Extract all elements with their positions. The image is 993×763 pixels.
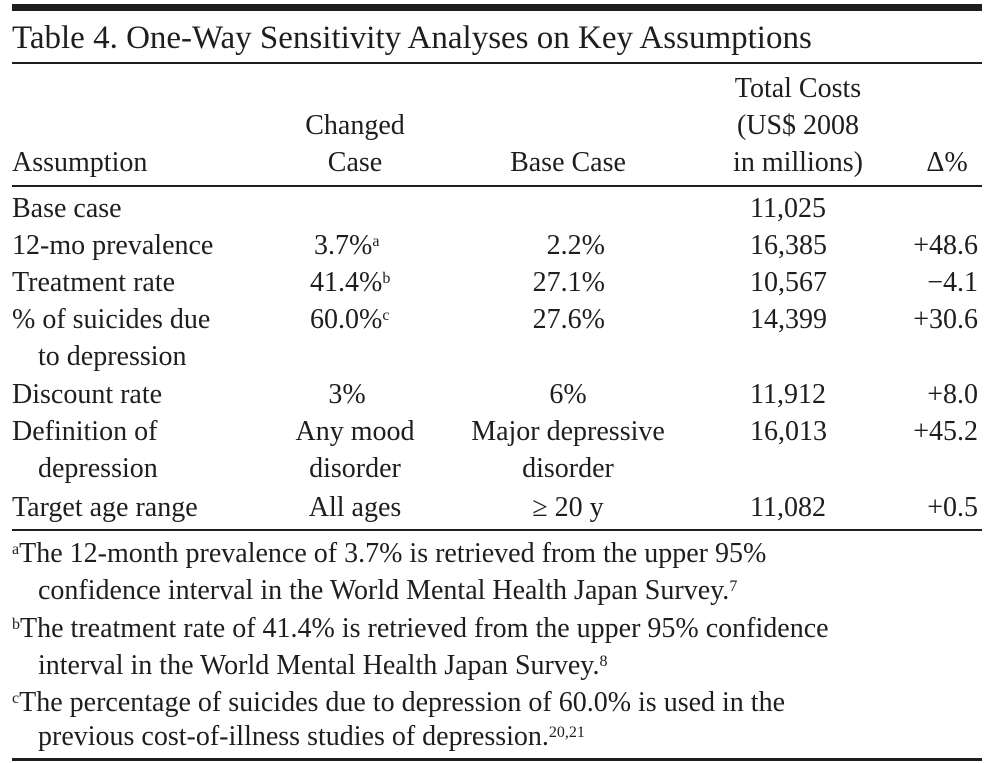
row-base-case: 2.2% (546, 230, 605, 261)
row-delta: +8.0 (927, 379, 978, 410)
row-total-costs: 16,013 (750, 416, 827, 447)
header-total-costs-line2: (US$ 2008 (736, 110, 860, 141)
footnote-mark: a (12, 541, 20, 558)
row-assumption: Treatment rate (12, 267, 176, 298)
row-base-case: ≥ 20 y (532, 492, 604, 523)
footnote-c-line2: previous cost-of-illness studies of depr… (12, 718, 585, 755)
row-assumption-line1: % of suicides due (12, 304, 211, 335)
row-total-costs: 14,399 (750, 304, 827, 335)
row-delta: +45.2 (913, 416, 978, 447)
header-total-costs-line1: Total Costs (734, 73, 862, 104)
row-total-costs: 11,082 (750, 492, 826, 523)
header-delta: Δ% (926, 147, 968, 178)
table-bottom-rule (12, 529, 982, 531)
footnote-a-line2: confidence interval in the World Mental … (12, 572, 737, 609)
row-base-case: 27.1% (532, 267, 605, 298)
header-base-case: Base Case (510, 147, 626, 178)
footnote-c-line1: cThe percentage of suicides due to depre… (12, 684, 785, 721)
header-changed-case-line1: Changed (305, 110, 405, 141)
row-delta: +30.6 (913, 304, 978, 335)
footnote-text: interval in the World Mental Health Japa… (38, 650, 600, 681)
row-base-case: 6% (549, 379, 587, 410)
header-rule (12, 185, 982, 187)
row-changed-case: 3.7%a (314, 227, 379, 264)
changed-value: 41.4% (310, 267, 383, 298)
header-total-costs-line3: in millions) (733, 147, 863, 178)
footnote-marker: a (372, 233, 380, 250)
row-total-costs: 11,912 (750, 379, 826, 410)
row-assumption: Base case (12, 193, 122, 224)
footnote-a-line1: aThe 12-month prevalence of 3.7% is retr… (12, 535, 766, 572)
row-assumption-line1: Definition of (12, 416, 158, 447)
footnote-text: previous cost-of-illness studies of depr… (38, 721, 549, 752)
row-assumption-line2: depression (38, 453, 158, 484)
row-total-costs: 10,567 (750, 267, 827, 298)
footnote-marker: b (382, 270, 391, 287)
row-delta: +48.6 (913, 230, 978, 261)
header-changed-case-line2: Case (327, 147, 383, 178)
reference-marker: 20,21 (548, 724, 585, 741)
footnote-mark: b (12, 616, 20, 633)
row-assumption: 12-mo prevalence (12, 230, 214, 261)
table-title: Table 4. One-Way Sensitivity Analyses on… (12, 20, 812, 56)
row-base-case: 27.6% (532, 304, 605, 335)
row-changed-case: 3% (328, 379, 366, 410)
row-assumption-line2: to depression (38, 341, 187, 372)
row-changed-case-line2: disorder (309, 453, 401, 484)
footnote-b-line1: bThe treatment rate of 41.4% is retrieve… (12, 610, 829, 647)
row-assumption: Target age range (12, 492, 198, 523)
footnote-text: The treatment rate of 41.4% is retrieved… (20, 613, 829, 644)
row-base-case-line2: disorder (522, 453, 614, 484)
row-changed-case: 60.0%c (310, 301, 389, 338)
row-total-costs: 11,025 (750, 193, 826, 224)
footer-bottom-rule (12, 758, 982, 761)
row-total-costs: 16,385 (750, 230, 827, 261)
title-rule (12, 62, 982, 64)
row-assumption: Discount rate (12, 379, 163, 410)
reference-marker: 7 (729, 578, 738, 595)
footnote-text: The 12-month prevalence of 3.7% is retri… (19, 538, 767, 569)
footnote-text: confidence interval in the World Mental … (38, 575, 730, 606)
row-changed-case: 41.4%b (310, 264, 390, 301)
header-assumption: Assumption (12, 147, 148, 178)
footnote-mark: c (12, 690, 20, 707)
reference-marker: 8 (599, 653, 608, 670)
row-delta: −4.1 (927, 267, 978, 298)
top-rule (12, 4, 982, 11)
changed-value: 3.7% (314, 230, 373, 261)
footnote-text: The percentage of suicides due to depres… (19, 687, 786, 718)
row-changed-case: All ages (308, 492, 402, 523)
row-delta: +0.5 (927, 492, 978, 523)
footnote-marker: c (382, 307, 390, 324)
row-changed-case-line1: Any mood (295, 416, 415, 447)
row-base-case-line1: Major depressive (471, 416, 665, 447)
changed-value: 60.0% (310, 304, 383, 335)
footnote-b-line2: interval in the World Mental Health Japa… (12, 647, 608, 684)
